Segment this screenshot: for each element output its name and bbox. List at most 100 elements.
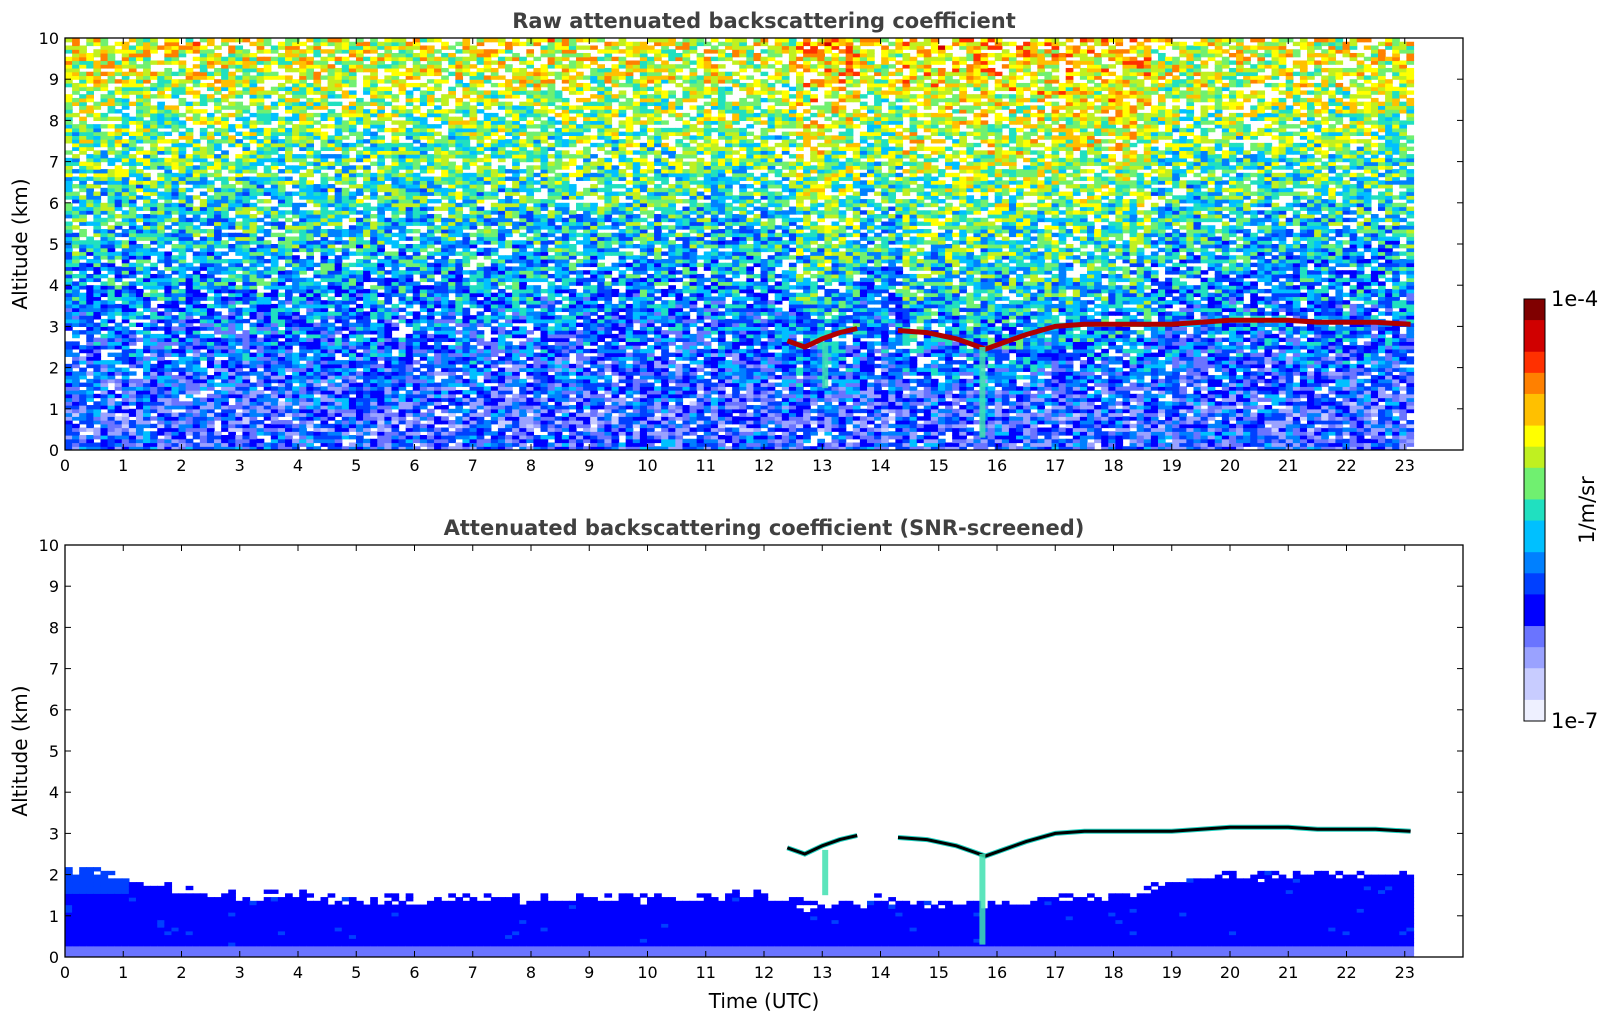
heatmap-cell <box>341 412 350 417</box>
heatmap-cell <box>249 124 258 129</box>
heatmap-cell <box>419 255 428 260</box>
heatmap-cell <box>292 318 300 324</box>
heatmap-cell <box>72 378 80 384</box>
heatmap-cell <box>384 300 393 305</box>
heatmap-cell <box>256 67 265 73</box>
heatmap-cell <box>441 142 449 148</box>
heatmap-cell <box>434 176 442 181</box>
heatmap-cell <box>320 311 329 316</box>
heatmap-cell <box>285 38 293 43</box>
heatmap-cell <box>65 438 73 444</box>
heatmap-cell <box>292 375 300 380</box>
heatmap-cell <box>384 101 393 107</box>
heatmap-cell <box>277 375 286 380</box>
heatmap-cell <box>178 326 187 331</box>
heatmap-cell <box>221 139 229 144</box>
heatmap-cell <box>157 202 165 208</box>
heatmap-cell <box>150 288 158 294</box>
heatmap-cell <box>334 363 343 369</box>
heatmap-cell <box>398 431 407 436</box>
heatmap-cell <box>292 352 300 357</box>
heatmap-cell <box>143 363 151 369</box>
heatmap-cell <box>292 438 300 444</box>
heatmap-cell <box>377 176 385 181</box>
heatmap-cell <box>199 67 208 73</box>
heatmap-cell <box>412 161 421 166</box>
heatmap-cell <box>256 90 265 95</box>
heatmap-cell <box>199 210 208 215</box>
heatmap-cell <box>135 150 144 155</box>
heatmap-cell <box>306 345 315 350</box>
heatmap-cell <box>242 292 251 298</box>
heatmap-cell <box>178 221 187 226</box>
heatmap-cell <box>377 423 385 429</box>
heatmap-cell <box>128 60 137 65</box>
heatmap-cell <box>320 154 329 159</box>
heatmap-cell <box>426 45 435 50</box>
heatmap-cell <box>348 382 357 387</box>
heatmap-cell <box>299 427 307 432</box>
heatmap-cell <box>405 390 414 395</box>
heatmap-cell <box>405 375 414 380</box>
heatmap-cell <box>313 127 322 133</box>
heatmap-cell <box>185 135 194 140</box>
heatmap-cell <box>114 416 123 421</box>
heatmap-cell <box>377 109 385 114</box>
heatmap-cell <box>341 273 350 279</box>
heatmap-cell <box>185 408 194 414</box>
heatmap-cell <box>306 296 315 301</box>
heatmap-cell <box>306 49 315 54</box>
heatmap-cell <box>157 412 165 417</box>
heatmap-cell <box>72 393 80 399</box>
heatmap-cell <box>285 435 293 440</box>
heatmap-cell <box>327 165 336 170</box>
heatmap-cell <box>348 169 357 174</box>
heatmap-cell <box>178 176 187 181</box>
heatmap-cell <box>313 79 322 84</box>
heatmap-cell <box>228 296 236 301</box>
heatmap-cell <box>214 363 222 369</box>
heatmap-cell <box>412 423 421 429</box>
heatmap-cell <box>341 109 350 114</box>
heatmap-cell <box>65 420 73 425</box>
heatmap-cell <box>327 116 336 121</box>
heatmap-cell <box>171 420 180 425</box>
heatmap-cell <box>199 161 208 166</box>
heatmap-cell <box>114 184 123 189</box>
heatmap-cell <box>355 270 364 275</box>
heatmap-cell <box>277 101 286 107</box>
heatmap-cell <box>150 240 158 245</box>
heatmap-cell <box>150 378 158 384</box>
heatmap-cell <box>327 442 336 447</box>
heatmap-cell <box>164 273 173 279</box>
heatmap-cell <box>235 300 244 305</box>
heatmap-cell <box>327 146 336 151</box>
heatmap-cell <box>341 322 350 327</box>
heatmap-cell <box>377 356 385 361</box>
heatmap-cell <box>341 423 350 429</box>
heatmap-cell <box>448 401 456 406</box>
heatmap-cell <box>292 408 300 414</box>
heatmap-cell <box>228 341 236 346</box>
heatmap-cell <box>235 288 244 294</box>
heatmap-cell <box>178 90 187 95</box>
heatmap-cell <box>171 435 180 440</box>
heatmap-cell <box>100 52 109 58</box>
heatmap-cell <box>199 367 208 372</box>
heatmap-cell <box>79 311 87 316</box>
heatmap-cell <box>114 322 123 327</box>
heatmap-cell <box>185 165 194 170</box>
heatmap-cell <box>277 124 286 129</box>
heatmap-cell <box>320 244 329 249</box>
heatmap-cell <box>426 420 435 425</box>
heatmap-cell <box>377 281 385 286</box>
heatmap-cell <box>391 94 400 99</box>
heatmap-cell <box>135 300 144 305</box>
heatmap-cell <box>178 405 187 410</box>
heatmap-cell <box>171 277 180 283</box>
heatmap-cell <box>348 49 357 54</box>
heatmap-cell <box>320 397 329 402</box>
heatmap-cell <box>192 348 201 354</box>
heatmap-cell <box>292 184 300 189</box>
heatmap-cell <box>277 442 286 447</box>
